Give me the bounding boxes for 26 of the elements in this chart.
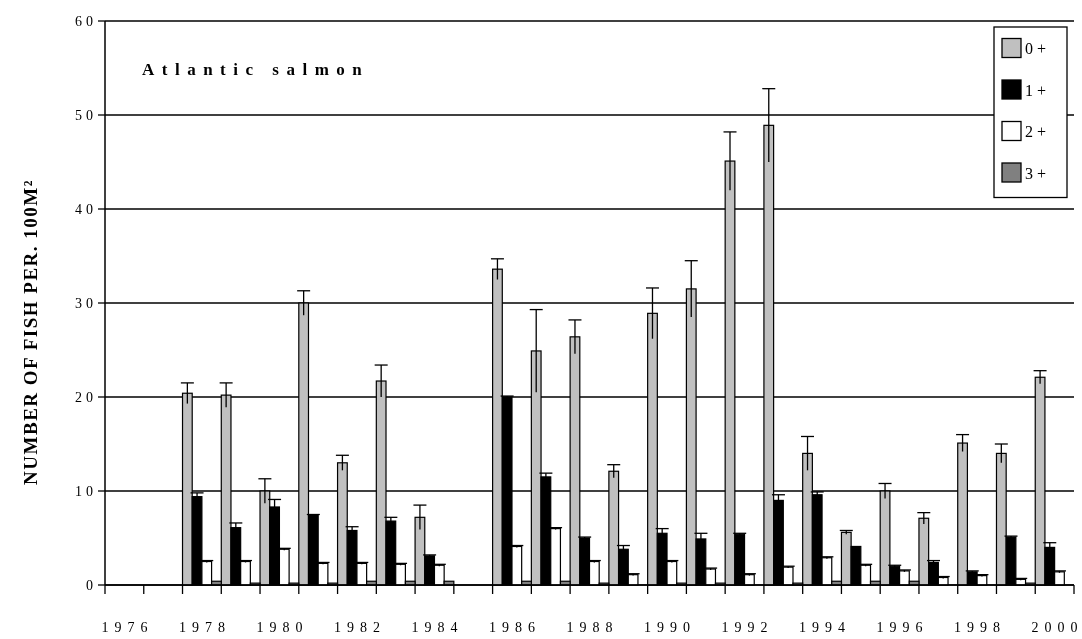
y-tick-label: 60 (75, 14, 97, 29)
y-tick-label: 40 (75, 202, 97, 217)
x-tick-label: 1992 (721, 620, 774, 635)
y-tick-label: 0 (86, 578, 97, 593)
y-tick-label: 30 (75, 296, 97, 311)
x-tick-label: 1988 (566, 620, 619, 635)
x-tick-label: 1978 (178, 620, 231, 635)
y-tick-label: 20 (75, 390, 97, 405)
legend-label: 1 + (1025, 81, 1047, 99)
x-tick-label: 1982 (333, 620, 386, 635)
text: Atlantic salmon (142, 60, 370, 79)
legend-label: 3 + (1025, 164, 1047, 182)
y-tick-label: 10 (75, 484, 97, 499)
legend-label: 0 + (1025, 40, 1047, 57)
y-axis-title: NUMBER OF FISH PER. 100M² (20, 179, 41, 485)
x-tick-label: 1998 (954, 620, 1007, 635)
x-tick-label: 2000 (1031, 620, 1082, 635)
x-tick-label: 1996 (876, 620, 929, 635)
legend-label: 2 + (1025, 123, 1047, 140)
y-tick-label: 50 (75, 108, 97, 123)
x-tick-label: 1984 (411, 620, 464, 635)
x-tick-label: 1986 (488, 620, 541, 635)
x-tick-label: 1976 (101, 620, 154, 635)
x-tick-label: 1994 (799, 620, 852, 635)
x-tick-label: 1990 (644, 620, 697, 635)
x-tick-label: 1980 (256, 620, 309, 635)
